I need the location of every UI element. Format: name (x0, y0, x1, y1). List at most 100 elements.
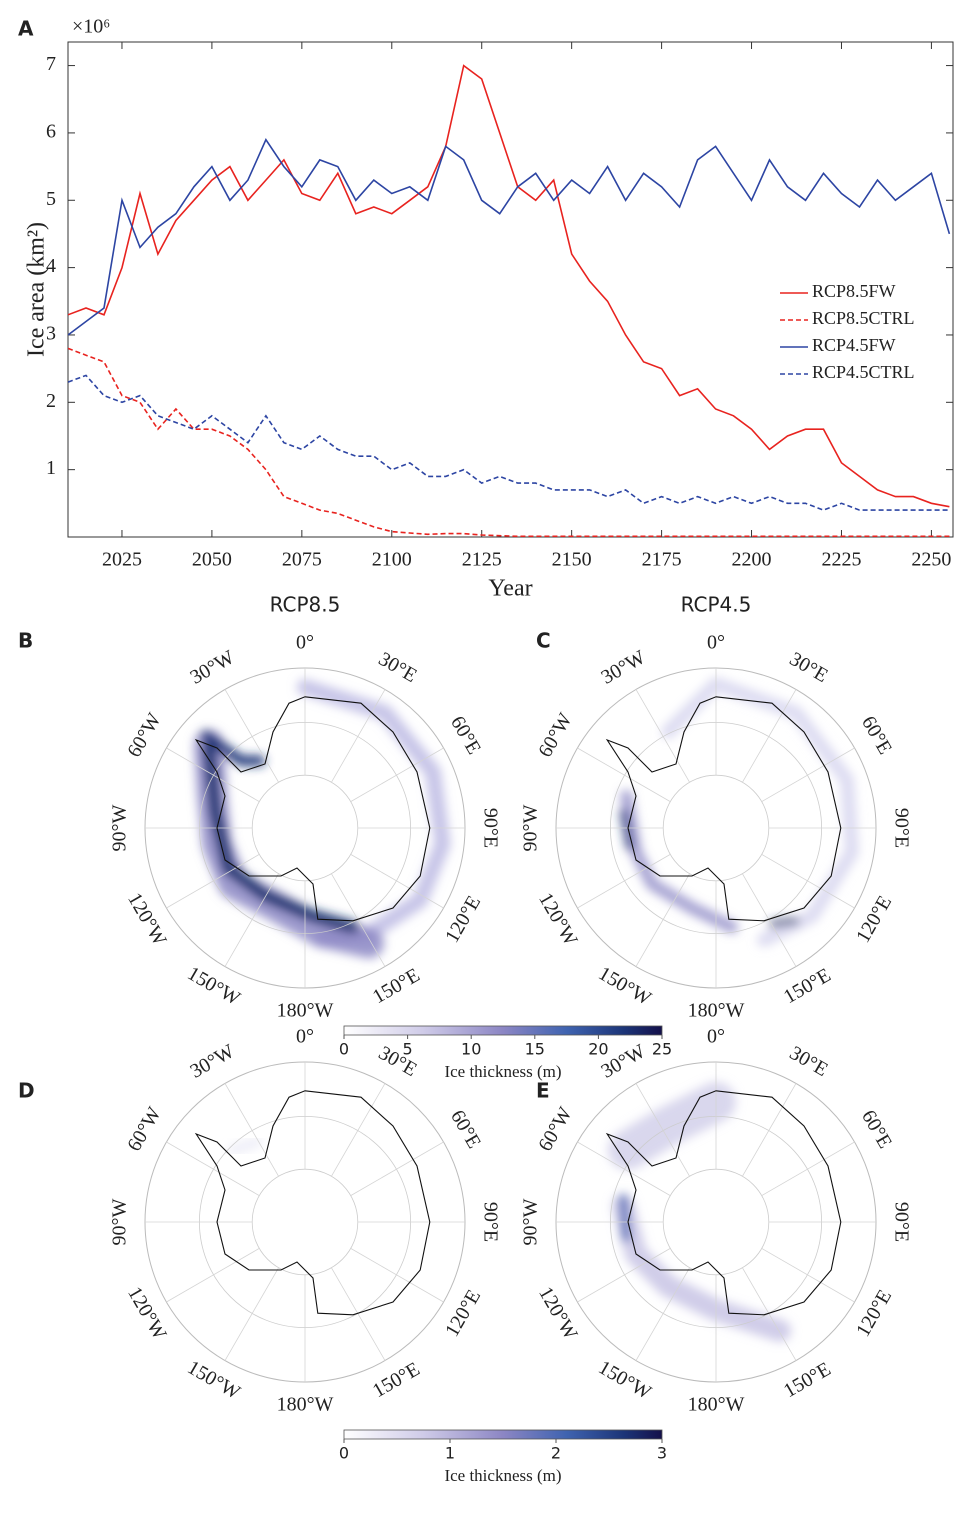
x-axis-label: Year (488, 576, 532, 602)
meridian-line (742, 689, 797, 783)
longitude-label: 60°W (123, 709, 166, 761)
longitude-label: 90°W (520, 1198, 542, 1245)
meridian-line (577, 747, 671, 802)
legend-label: RCP8.5FW (812, 281, 896, 301)
x-tick-label: 2150 (552, 549, 592, 571)
meridian-line (224, 873, 279, 967)
panel-label: A (18, 17, 34, 41)
longitude-label: 0° (707, 1026, 725, 1048)
longitude-label: 60°E (446, 712, 485, 758)
colorbar-tick-label: 20 (588, 1040, 608, 1059)
meridian-line (331, 1083, 386, 1177)
meridian-line (761, 854, 855, 909)
longitude-label: 0° (707, 632, 725, 654)
ice-thickness (608, 1082, 736, 1170)
colorbar-tick-label: 25 (652, 1040, 672, 1059)
meridian-line (742, 873, 797, 967)
antarctica-coast (605, 696, 842, 922)
series-line (68, 374, 950, 511)
x-tick-label: 2050 (192, 549, 232, 571)
longitude-label: 60°W (534, 1103, 577, 1155)
y-multiplier: ×10⁶ (72, 16, 110, 38)
series-line (68, 138, 951, 336)
column-title: RCP8.5 (270, 593, 341, 617)
legend-label: RCP4.5FW (812, 335, 896, 355)
longitude-label: 90°E (890, 808, 912, 848)
x-tick-label: 2250 (911, 549, 951, 571)
longitude-label: 90°W (520, 804, 542, 851)
colorbar-tick-label: 0 (339, 1040, 349, 1059)
longitude-label: 30°E (375, 648, 421, 687)
polar-map: 0°30°E60°E90°E120°E150°E180°W150°W120°W9… (520, 1026, 913, 1416)
meridian-line (577, 854, 671, 909)
x-tick-label: 2025 (102, 549, 142, 571)
longitude-label: 30°W (597, 646, 649, 689)
y-tick-label: 3 (46, 323, 56, 345)
longitude-label: 30°E (786, 1042, 832, 1081)
colorbar-tick-label: 2 (551, 1444, 561, 1463)
x-tick-label: 2200 (732, 549, 772, 571)
meridian-line (166, 1248, 260, 1303)
x-tick-label: 2175 (642, 549, 682, 571)
meridian-line (635, 1267, 690, 1361)
longitude-label: 30°W (186, 646, 238, 689)
longitude-label: 180°W (277, 1394, 334, 1416)
meridian-line (742, 1083, 797, 1177)
colorbar (343, 1429, 663, 1440)
meridian-line (166, 854, 260, 909)
column-title: RCP4.5 (681, 593, 752, 617)
colorbar-tick-label: 5 (403, 1040, 413, 1059)
series-line (68, 64, 950, 508)
longitude-label: 60°E (857, 712, 896, 758)
meridian-line (635, 873, 690, 967)
longitude-label: 90°E (890, 1202, 912, 1242)
meridian-line (331, 689, 386, 783)
panel-label: D (18, 1079, 35, 1103)
meridian-line (350, 747, 444, 802)
legend-label: RCP8.5CTRL (812, 308, 915, 328)
colorbar (343, 1025, 663, 1036)
longitude-label: 60°E (857, 1106, 896, 1152)
colorbar-tick-label: 0 (339, 1444, 349, 1463)
y-tick-label: 2 (46, 390, 56, 412)
meridian-line (350, 1141, 444, 1196)
longitude-label: 90°E (479, 808, 501, 848)
y-tick-label: 1 (46, 457, 56, 479)
x-tick-label: 2125 (462, 549, 502, 571)
ice-thickness (769, 917, 799, 927)
meridian-line (577, 1141, 671, 1196)
meridian-line (761, 1248, 855, 1303)
meridian-line (350, 1248, 444, 1303)
meridian-line (224, 1267, 279, 1361)
longitude-label: 180°W (688, 1394, 745, 1416)
ice-thickness (203, 742, 359, 934)
longitude-label: 0° (296, 1026, 314, 1048)
longitude-label: 0° (296, 632, 314, 654)
ice-thickness (619, 1194, 631, 1242)
meridian-line (331, 873, 386, 967)
longitude-label: 90°E (479, 1202, 501, 1242)
y-tick-label: 5 (46, 188, 56, 210)
antarctica-coast (605, 1090, 842, 1316)
meridian-line (635, 1083, 690, 1177)
ice-layer (228, 1137, 262, 1155)
meridian-line (331, 1267, 386, 1361)
longitude-label: 60°W (123, 1103, 166, 1155)
longitude-label: 180°W (688, 1000, 745, 1022)
y-tick-label: 6 (46, 121, 56, 143)
meridian-line (577, 1248, 671, 1303)
plot-frame (67, 41, 954, 538)
antarctica-coast (194, 696, 431, 922)
polar-map: 0°30°E60°E90°E120°E150°E180°W150°W120°W9… (109, 1026, 502, 1416)
meridian-line (350, 854, 444, 909)
meridian-line (166, 747, 260, 802)
meridian-line (742, 1267, 797, 1361)
meridian-line (166, 1141, 260, 1196)
longitude-label: 90°W (109, 1198, 131, 1245)
antarctica-coast (194, 1090, 431, 1316)
longitude-label: 60°W (534, 709, 577, 761)
legend-label: RCP4.5CTRL (812, 362, 915, 382)
longitude-label: 180°W (277, 1000, 334, 1022)
ice-thickness (620, 809, 633, 851)
